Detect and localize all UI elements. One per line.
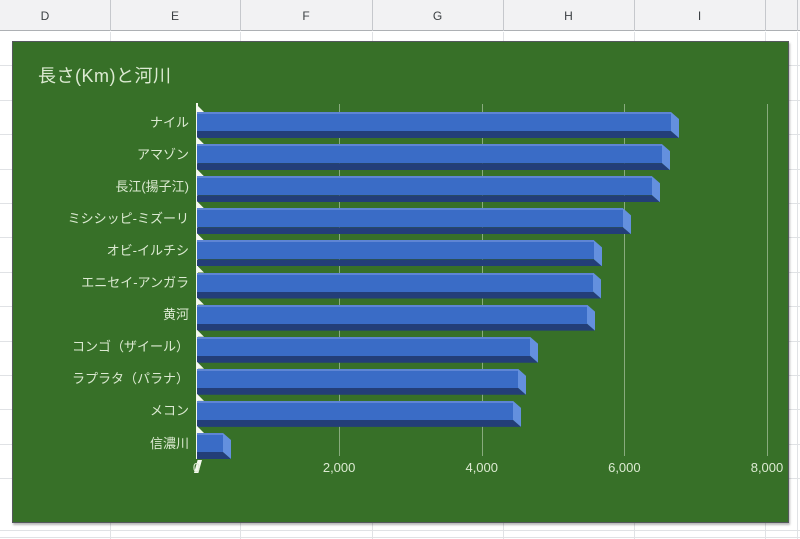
x-axis-tick-label: 8,000: [750, 460, 784, 475]
wall-corner-wedge: [197, 297, 204, 305]
bar-bottom-face: [197, 388, 526, 395]
chart-title: 長さ(Km)と河川: [38, 66, 172, 86]
bar-end-face: [587, 304, 595, 331]
wall-corner-wedge: [197, 426, 204, 433]
category-label: 信濃川: [149, 435, 189, 451]
category-label: コンゴ（ザイール）: [71, 338, 189, 354]
bar-ラプラタ（パラナ）: [197, 368, 518, 388]
wall-corner-wedge: [197, 233, 204, 241]
wall-corner-wedge: [197, 169, 204, 177]
x-axis-tick-label: 4,000: [465, 460, 499, 475]
sheet-gridline-vertical: [797, 32, 798, 539]
category-label: オビ-イルチシ: [106, 242, 189, 258]
embedded-chart[interactable]: 長さ(Km)と河川 ナイルアマゾン長江(揚子江) ミシシッピ-ミズーリオビ-イルチ…: [12, 41, 789, 523]
bar-bottom-face: [197, 452, 231, 459]
sheet-gridline-horizontal: [0, 537, 800, 538]
bar-bottom-face: [197, 195, 660, 202]
category-label: 黄河: [162, 306, 189, 322]
wall-corner-wedge: [197, 105, 204, 112]
column-separator: [765, 0, 766, 31]
column-separator: [110, 0, 111, 31]
column-header-F[interactable]: F: [302, 8, 310, 23]
column-separator: [240, 0, 241, 31]
bar-end-face: [652, 176, 660, 203]
column-separator: [797, 0, 798, 31]
bar-ミシシッピ-ミズーリ: [197, 208, 623, 228]
bar-bottom-face: [197, 420, 521, 427]
category-label: ミシシッピ-ミズーリ: [67, 210, 189, 226]
column-header-H[interactable]: H: [564, 8, 573, 23]
x-axis-tick-label: 0: [192, 460, 201, 475]
column-header-E[interactable]: E: [170, 8, 179, 23]
category-label: ラプラタ（パラナ）: [71, 371, 189, 387]
chart-gridline: [767, 104, 768, 456]
bar-end-face: [662, 144, 670, 171]
category-label: 長江(揚子江): [115, 178, 189, 194]
bar-end-face: [594, 240, 602, 267]
bar-オビ-イルチシ: [197, 240, 594, 260]
chart-plot-area: 長さ(Km)と河川 ナイルアマゾン長江(揚子江) ミシシッピ-ミズーリオビ-イルチ…: [13, 42, 788, 522]
column-separator: [372, 0, 373, 31]
bar-メコン: [197, 400, 513, 420]
bar-bottom-face: [197, 227, 631, 234]
column-header-G[interactable]: G: [432, 8, 443, 23]
bar-アマゾン: [197, 144, 662, 164]
sheet-gridline-horizontal: [0, 530, 800, 531]
bar-end-face: [223, 433, 231, 459]
wall-corner-wedge: [197, 265, 204, 273]
wall-corner-wedge: [197, 361, 204, 369]
category-label: エニセイ-アンガラ: [81, 274, 189, 290]
category-label: ナイル: [149, 114, 189, 130]
column-header-row: D E F G H I: [0, 0, 800, 31]
bar-end-face: [671, 112, 679, 138]
column-separator: [503, 0, 504, 31]
column-header-D[interactable]: D: [40, 8, 50, 23]
x-axis-tick-label: 2,000: [322, 460, 356, 475]
bar-ナイル: [197, 112, 671, 131]
wall-corner-wedge: [197, 201, 204, 209]
column-separator: [634, 0, 635, 31]
wall-corner-wedge: [197, 393, 204, 401]
bar-end-face: [513, 400, 521, 427]
category-label: メコン: [149, 403, 189, 419]
x-axis-tick-label: 6,000: [608, 460, 641, 475]
wall-corner-wedge: [197, 329, 204, 337]
bar-bottom-face: [197, 259, 602, 266]
category-label: アマゾン: [136, 146, 189, 162]
bar-end-face: [623, 208, 631, 235]
bar-bottom-face: [197, 356, 538, 363]
bar-信濃川: [197, 433, 223, 452]
bar-bottom-face: [197, 131, 679, 138]
bar-黄河: [197, 304, 587, 324]
bar-エニセイ-アンガラ: [197, 272, 593, 292]
floor-corner-wedge: [194, 460, 202, 473]
bar-end-face: [530, 336, 538, 363]
bar-bottom-face: [197, 163, 670, 170]
chart-gridline: [624, 104, 626, 456]
bar-end-face: [593, 272, 601, 299]
bar-bottom-face: [197, 292, 601, 299]
y-axis-line: [195, 103, 198, 459]
column-header-I[interactable]: I: [697, 8, 702, 23]
bar-end-face: [518, 368, 526, 395]
wall-corner-wedge: [197, 137, 204, 145]
bar-長江(揚子江): [197, 176, 652, 196]
bar-コンゴ（ザイール）: [197, 336, 530, 356]
bar-bottom-face: [197, 324, 595, 331]
